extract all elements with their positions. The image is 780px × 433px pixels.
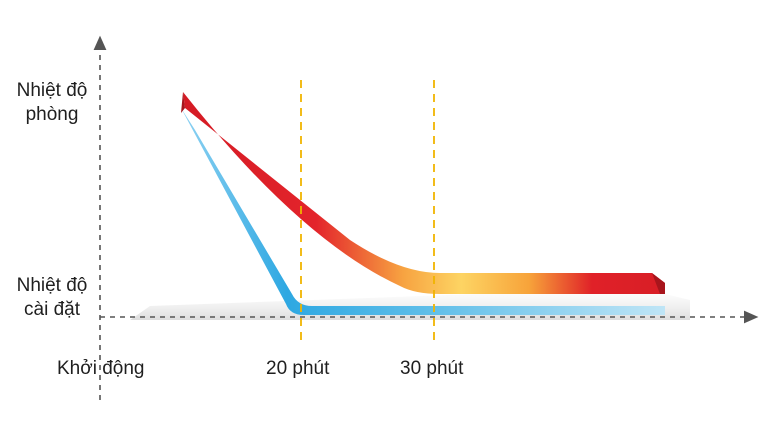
series-red-band [183, 92, 665, 294]
x-label-30: 30 phút [400, 358, 464, 379]
x-label-20: 20 phút [266, 358, 330, 379]
y-label-room: Nhiệt độ phòng [0, 79, 107, 127]
y-label-room-line1: Nhiệt độ [16, 80, 88, 101]
series-red-end [652, 273, 665, 294]
y-label-room-line2: phòng [25, 104, 79, 125]
series-red [181, 92, 665, 294]
x-label-start: Khởi động [57, 358, 145, 379]
y-label-set-line2: cài đặt [24, 299, 80, 320]
y-label-set: Nhiệt độ cài đặt [0, 274, 107, 322]
series-red-edge [181, 92, 185, 113]
y-label-set-line1: Nhiệt độ [16, 275, 88, 296]
